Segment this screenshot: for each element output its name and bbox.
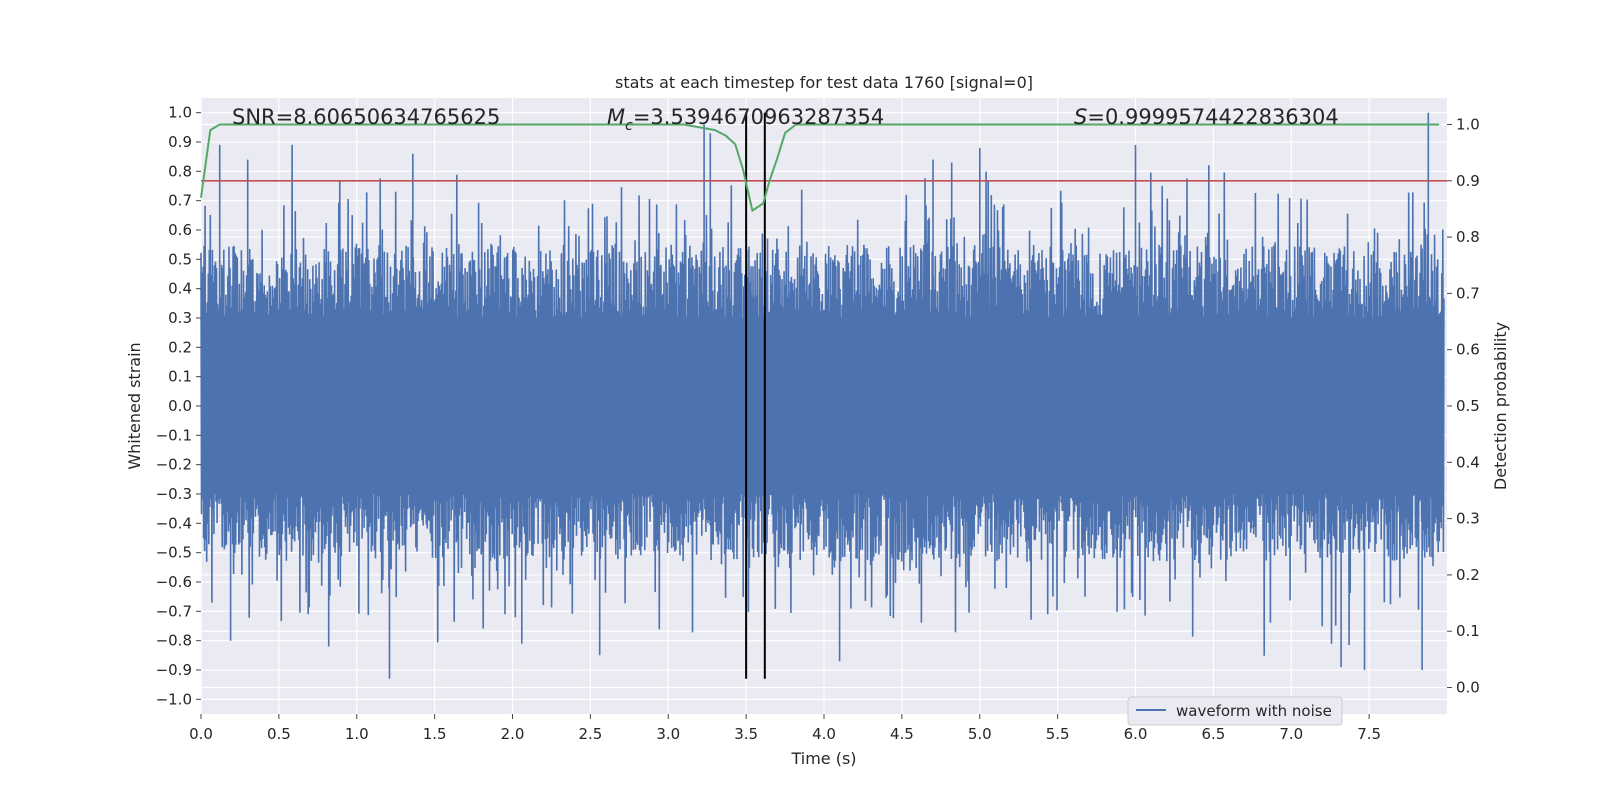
s-annotation: S=0.9999574422836304 — [1074, 105, 1339, 129]
x-tick-label: 3.5 — [734, 725, 758, 743]
x-tick-label: 6.5 — [1201, 725, 1225, 743]
legend-entry-waveform: waveform with noise — [1176, 702, 1332, 720]
y-tick-label: −0.3 — [156, 485, 192, 503]
y2-tick-label: 1.0 — [1456, 115, 1480, 133]
x-tick-label: 4.5 — [890, 725, 914, 743]
y-tick-label: −0.6 — [156, 573, 192, 591]
axes: 0.0 0.5 1.0 1.5 2.0 2.5 3.0 3.5 4.0 4.5 5.0 5.5 6.0 6… — [156, 104, 1480, 743]
waveform-line — [200, 112, 1445, 679]
x-tick-label: 7.5 — [1357, 725, 1381, 743]
y-tick-label: 0.7 — [168, 192, 192, 210]
y-tick-label: −0.5 — [156, 544, 192, 562]
waveform-core-band — [201, 318, 1444, 494]
y-tick-label: −1.0 — [156, 690, 192, 708]
x-tick-label: 5.0 — [968, 725, 992, 743]
overlay-series — [200, 112, 1447, 679]
y2-tick-label: 0.1 — [1456, 622, 1480, 640]
y-tick-label: 0.2 — [168, 338, 192, 356]
y-tick-label: 0.4 — [168, 280, 192, 298]
y2-tick-label: 0.5 — [1456, 397, 1480, 415]
y-tick-label: 0.9 — [168, 133, 192, 151]
y2-tick-label: 0.2 — [1456, 566, 1480, 584]
y-tick-label: −0.8 — [156, 632, 192, 650]
y2-tick-label: 0.3 — [1456, 510, 1480, 528]
legend-box — [1127, 696, 1343, 726]
x-axis-label: Time (s) — [790, 749, 856, 768]
y-tick-label: 1.0 — [168, 104, 192, 122]
y-tick-label: −0.4 — [156, 514, 192, 532]
y2-tick-label: 0.6 — [1456, 341, 1480, 359]
x-tick-label: 1.5 — [423, 725, 447, 743]
y-tick-label: −0.9 — [156, 661, 192, 679]
x-tick-label: 1.0 — [345, 725, 369, 743]
y-tick-label: 0.3 — [168, 309, 192, 327]
y-tick-label: −0.1 — [156, 426, 192, 444]
y2-tick-label: 0.0 — [1456, 679, 1480, 697]
x-tick-label: 0.5 — [267, 725, 291, 743]
waveform-series — [200, 112, 1445, 679]
y-tick-label: 0.8 — [168, 162, 192, 180]
x-tick-label: 3.0 — [656, 725, 680, 743]
x-tick-label: 2.0 — [501, 725, 525, 743]
y-tick-label: 0.5 — [168, 250, 192, 268]
x-tick-label: 4.0 — [812, 725, 836, 743]
snr-annotation: SNR=8.60650634765625 — [232, 105, 500, 129]
x-tick-label: 6.0 — [1124, 725, 1148, 743]
chart-title: stats at each timestep for test data 176… — [615, 73, 1033, 92]
y-tick-label: 0.0 — [168, 397, 192, 415]
x-tick-label: 2.5 — [578, 725, 602, 743]
chirp-mass-annotation: Mc=3.5394670963287354 — [607, 105, 884, 134]
y2-axis-label: Detection probability — [1491, 322, 1510, 490]
y2-tick-label: 0.9 — [1456, 172, 1480, 190]
x-tick-label: 0.0 — [189, 725, 213, 743]
probability-line — [200, 123, 1440, 213]
y-axis-label: Whitened strain — [125, 342, 144, 469]
legend: waveform with noise — [1127, 696, 1343, 726]
y-tick-label: −0.2 — [156, 456, 192, 474]
y2-tick-label: 0.7 — [1456, 284, 1480, 302]
y-tick-label: 0.6 — [168, 221, 192, 239]
y-tick-label: 0.1 — [168, 368, 192, 386]
y2-tick-label: 0.4 — [1456, 453, 1480, 471]
y-tick-label: −0.7 — [156, 602, 192, 620]
x-tick-label: 5.5 — [1046, 725, 1070, 743]
y2-tick-label: 0.8 — [1456, 228, 1480, 246]
x-tick-label: 7.0 — [1279, 725, 1303, 743]
